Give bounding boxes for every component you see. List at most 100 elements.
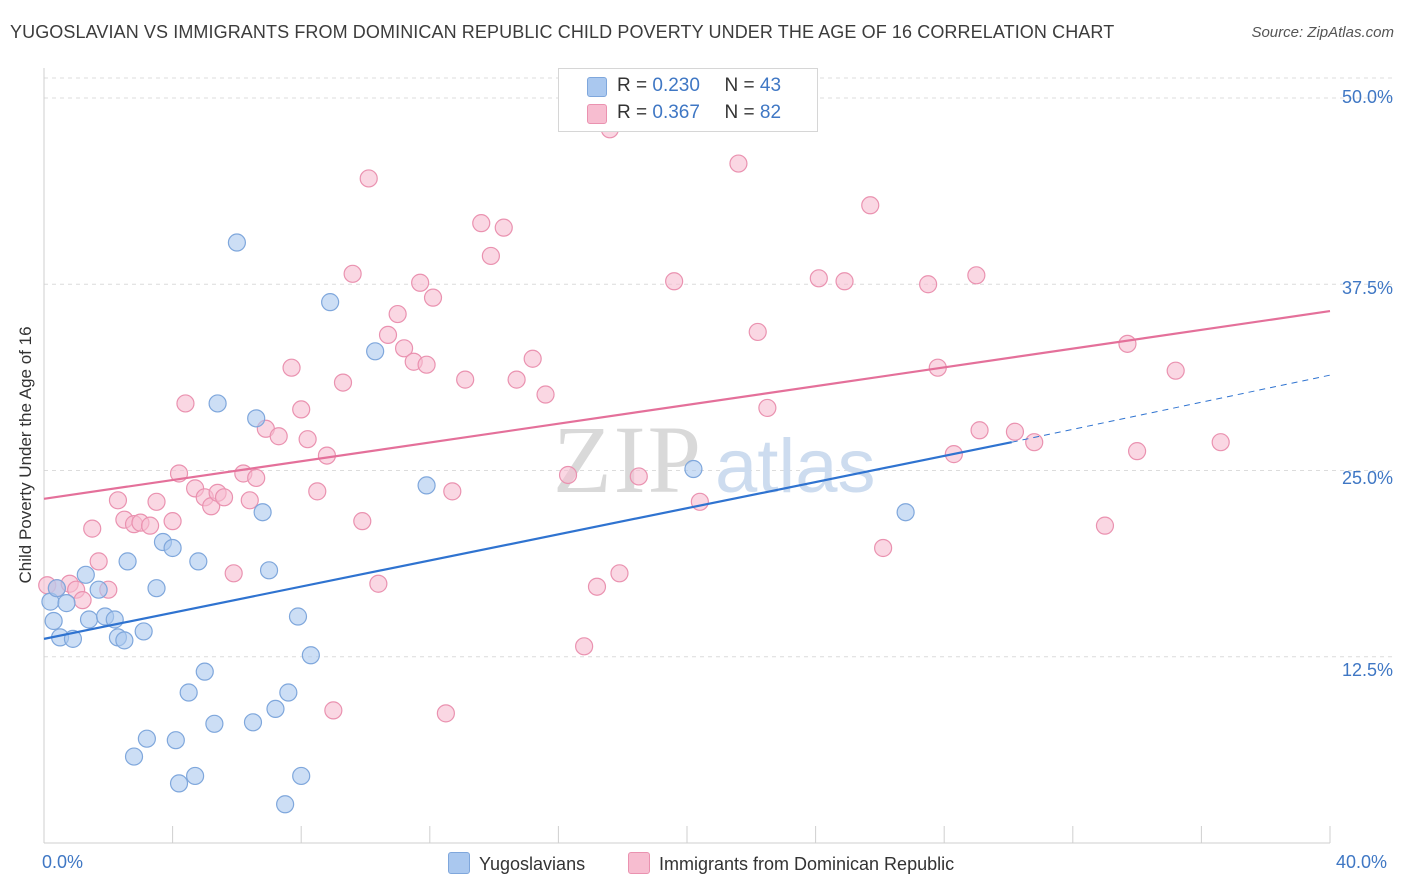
watermark-zip: ZIP [553, 406, 703, 513]
legend-n-label: N = [724, 75, 755, 96]
dominican-point [507, 370, 526, 389]
series-name: Yugoslavians [479, 854, 586, 874]
legend-row-dominican: R = 0.367 N = 82 [617, 102, 781, 126]
dominican-point [378, 325, 398, 345]
dominican-point [140, 516, 160, 535]
dominican-point [970, 421, 989, 440]
dominican-point [587, 577, 607, 596]
dominican-point [575, 637, 594, 656]
legend-swatch [628, 852, 650, 874]
dominican-point [536, 385, 555, 404]
yugoslavian-point [195, 662, 214, 681]
yugoslavian-point [76, 565, 95, 584]
dominican-point [308, 482, 327, 501]
dominican-point [89, 552, 108, 571]
yugoslavian-point [301, 646, 320, 665]
dominican-point [269, 427, 288, 446]
correlation-legend: R = 0.230 N = 43 R = 0.367 N = 82 [558, 68, 818, 132]
series-legend-yugoslavians: Yugoslavians [448, 852, 585, 875]
yugoslavian-point [147, 579, 166, 598]
y-axis-label: Child Poverty Under the Age of 16 [16, 326, 35, 584]
yugoslavian-point [292, 766, 311, 786]
yugoslavian-point [47, 579, 66, 598]
dominican-point [359, 169, 378, 188]
yugoslavian-point [321, 293, 340, 312]
dominican-point [610, 564, 629, 583]
dominican-point [388, 304, 407, 324]
dominican-point [1211, 433, 1230, 452]
yugoslavian-trend-extension [1011, 374, 1331, 443]
legend-swatch-yugoslavians [587, 77, 607, 97]
yugoslavian-point [896, 503, 915, 522]
dominican-point [423, 288, 443, 307]
yugoslavian-point [247, 409, 266, 428]
y-tick-label-50: 50.0% [1341, 87, 1393, 107]
legend-swatch [448, 852, 470, 874]
dominican-point [247, 468, 266, 488]
yugoslavian-point [89, 580, 108, 599]
yugoslavian-point [169, 774, 189, 793]
yugoslavian-point [134, 622, 153, 641]
yugoslavian-point [417, 476, 436, 495]
yugoslavian-point [276, 795, 295, 814]
yugoslavian-point [118, 552, 137, 571]
yugoslavian-point [179, 683, 198, 702]
legend-row-yugoslavians: R = 0.230 N = 43 [617, 75, 781, 99]
yugoslavian-point [366, 342, 385, 361]
legend-r-value: 0.367 [652, 102, 700, 123]
dominican-point [411, 273, 430, 292]
axes [43, 68, 1331, 844]
legend-r-label: R = [617, 102, 648, 123]
dominican-point [369, 574, 388, 593]
dominican-point [835, 272, 854, 291]
dominican-point [353, 512, 372, 531]
watermark-atlas: atlas [715, 424, 876, 509]
dominican-point [394, 339, 414, 358]
dominican-point [292, 400, 311, 419]
legend-n-value: 43 [759, 75, 782, 96]
dominican-point [163, 512, 182, 531]
yugoslavian-point [186, 766, 205, 786]
dominican-point [176, 394, 195, 413]
dominican-point [417, 355, 436, 374]
dominican-point [919, 275, 938, 294]
dominican-point [436, 704, 455, 723]
legend-r-label: R = [617, 75, 648, 96]
yugoslavian-point [684, 459, 703, 479]
yugoslavian-point [57, 594, 76, 613]
dominican-point [729, 154, 748, 173]
dominican-point [333, 373, 353, 392]
dominican-point [809, 269, 828, 288]
trend-lines [43, 309, 1331, 640]
dominican-point [481, 246, 500, 266]
legend-n-value: 82 [759, 102, 782, 123]
yugoslavian-point [189, 552, 208, 571]
series-legend-dominican: Immigrants from Dominican Republic [628, 852, 954, 875]
yugoslavian-point [44, 611, 63, 631]
dominican-point [282, 358, 301, 377]
dominican-point [343, 264, 362, 283]
yugoslavian-point [288, 607, 308, 626]
yugoslavian-trend-line [43, 441, 1012, 640]
x-tick-label-max: 40.0% [1336, 852, 1388, 872]
dominican-point [456, 370, 475, 389]
chart-title: YUGOSLAVIAN VS IMMIGRANTS FROM DOMINICAN… [10, 22, 1115, 42]
dominican-point [73, 591, 92, 610]
zipatlas-watermark: ZIP atlas [553, 406, 876, 513]
dominican-point [1166, 361, 1185, 380]
yugoslavian-point [163, 538, 182, 558]
yugoslavian-point [79, 610, 99, 629]
dominican-point [443, 482, 462, 501]
yugoslavian-point [227, 233, 246, 252]
yugoslavian-point [279, 683, 298, 702]
yugoslavian-point [259, 561, 279, 580]
yugoslavian-point [266, 699, 285, 719]
dominican-point [874, 538, 893, 558]
dominican-point [629, 467, 648, 486]
dominican-point [1127, 442, 1147, 461]
dominican-trend-line [43, 309, 1331, 500]
dominican-point [861, 196, 880, 215]
legend-swatch-dominican [587, 104, 607, 124]
dominican-point [224, 564, 243, 583]
